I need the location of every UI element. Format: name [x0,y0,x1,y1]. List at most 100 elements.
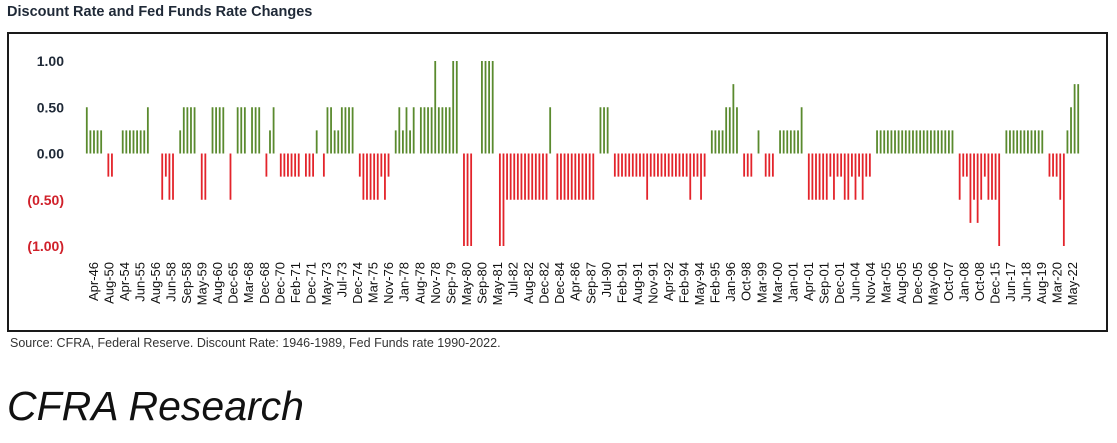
bar [279,153,282,177]
x-tick-label: Dec-74 [350,262,365,304]
x-tick-label: May-06 [925,262,940,305]
bar [653,153,656,177]
bar [179,130,182,154]
bar [348,107,350,154]
bar [962,153,965,177]
bar [513,153,516,200]
source-note: Source: CFRA, Federal Reserve. Discount … [10,336,501,350]
bar [847,153,850,200]
x-tick-label: Dec-01 [832,262,847,304]
bar [843,153,846,200]
y-tick-label: (1.00) [27,238,64,254]
bar [121,130,124,154]
bar [488,61,491,154]
bar [696,153,699,177]
bar [682,153,684,177]
x-tick-label: Mar-05 [879,262,894,303]
bar [901,130,904,154]
bar [876,130,878,154]
bar [728,107,731,154]
x-tick-label: Nov-78 [428,262,443,304]
bar [768,153,771,177]
x-tick-label: Jun-04 [848,262,863,302]
bar [200,153,203,200]
brand-name: CFRA Research [7,383,304,429]
bar [384,153,386,200]
bar [100,130,103,154]
bar [965,153,968,177]
x-tick-label: Oct-08 [972,262,987,301]
x-tick-label: Dec-15 [987,262,1002,304]
x-tick-label: Jan-96 [723,262,738,302]
bar [976,153,979,223]
bar [883,130,886,154]
bar [305,153,307,177]
bar [549,107,552,154]
bar [560,153,562,200]
bar [373,153,376,200]
bar [991,153,993,200]
bar [534,153,537,200]
bar [161,153,164,200]
bar [258,107,261,154]
x-tick-label: Dec-05 [910,262,925,304]
bar [621,153,623,177]
bar [786,130,789,154]
bar [254,107,257,154]
bar [132,130,135,154]
bar [836,153,839,177]
bar [1030,130,1033,154]
bar [409,130,411,154]
bar [922,130,925,154]
bar [894,130,896,154]
bar [315,130,318,154]
bar [269,130,271,154]
bar [85,107,88,154]
bar [312,153,314,177]
bar [822,153,825,200]
bar [215,107,218,154]
x-tick-label: Sep-58 [179,262,194,304]
bar [578,153,580,200]
bar [983,153,986,177]
bar [402,130,404,154]
x-tick-label: May-59 [195,262,210,305]
x-tick-label: Jan-08 [956,262,971,302]
bar [592,153,595,200]
x-tick-label: Aug-91 [630,262,645,304]
x-tick-label: Aug-82 [521,262,536,304]
bar [746,153,749,177]
bar [1041,130,1044,154]
bar [337,130,340,154]
bar [1037,130,1040,154]
x-tick-label: Nov-04 [863,262,878,304]
bar [423,107,426,154]
bar [585,153,587,200]
bar [344,107,347,154]
bar [858,153,860,177]
bar [89,130,92,154]
bar [951,130,954,154]
bar [980,153,983,200]
bar [466,153,469,246]
bar [218,107,221,154]
bar [969,153,972,223]
bar [725,107,728,154]
bar [491,61,494,154]
x-tick-label: Apr-01 [801,262,816,301]
bar [815,153,817,200]
x-tick-label: Mar-00 [770,262,785,303]
bar [904,130,907,154]
bar [692,153,695,177]
x-tick-label: Apr-46 [86,262,101,301]
bar [750,153,753,177]
bar [1073,84,1076,154]
bar [782,130,785,154]
x-tick-label: Aug-56 [148,262,163,304]
x-tick-label: Jan-01 [785,262,800,302]
bar [998,153,1001,246]
bar [398,107,401,154]
bar [1027,130,1029,154]
bar [800,107,803,154]
bar [322,153,325,177]
